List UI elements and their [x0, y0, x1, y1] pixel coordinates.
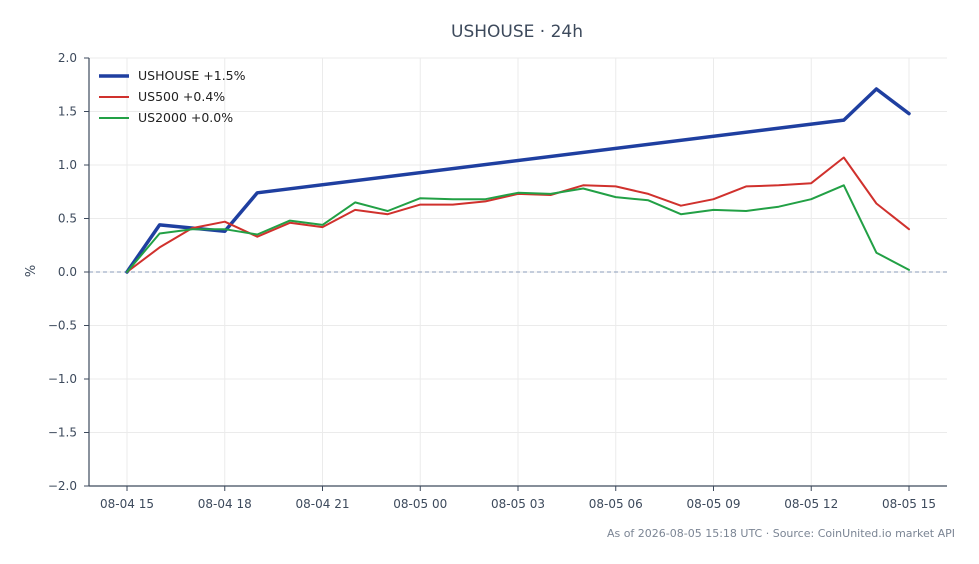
legend-label-us500: US500 +0.4%	[138, 89, 225, 104]
x-tick-label: 08-04 18	[198, 497, 252, 511]
legend: USHOUSE +1.5% US500 +0.4% US2000 +0.0%	[99, 68, 246, 125]
x-tick-label: 08-05 06	[589, 497, 643, 511]
plot-series	[125, 87, 911, 274]
x-tick-label: 08-04 21	[296, 497, 350, 511]
y-tick-label: −1.0	[48, 372, 77, 386]
chart-title: USHOUSE · 24h	[451, 22, 583, 42]
series-line-us500	[126, 156, 910, 273]
x-tick-label: 08-04 15	[100, 497, 154, 511]
x-tick-label: 08-05 00	[393, 497, 447, 511]
y-tick-label: 1.0	[58, 158, 77, 172]
x-tick-label: 08-05 12	[784, 497, 838, 511]
y-axis-ticks: 2.0 1.5 1.0 0.5 0.0 −0.5 −1.0 −1.5 −2.0	[48, 51, 89, 493]
footer-source: As of 2026-08-05 15:18 UTC · Source: Coi…	[607, 527, 955, 540]
legend-label-us2000: US2000 +0.0%	[138, 110, 233, 125]
series-line-ushouse	[125, 87, 911, 274]
y-tick-label: 0.5	[58, 212, 77, 226]
y-tick-label: 1.5	[58, 105, 77, 119]
series-line-us2000	[126, 184, 910, 273]
legend-label-ushouse: USHOUSE +1.5%	[138, 68, 246, 83]
x-axis-ticks: 08-04 15 08-04 18 08-04 21 08-05 00 08-05 03…	[100, 486, 936, 511]
y-axis-label: %	[24, 265, 39, 277]
x-tick-label: 08-05 09	[687, 497, 741, 511]
y-tick-label: −1.5	[48, 426, 77, 440]
y-tick-label: 0.0	[58, 265, 77, 279]
y-tick-label: −2.0	[48, 479, 77, 493]
y-tick-label: 2.0	[58, 51, 77, 65]
x-tick-label: 08-05 03	[491, 497, 545, 511]
y-tick-label: −0.5	[48, 319, 77, 333]
x-tick-label: 08-05 15	[882, 497, 936, 511]
